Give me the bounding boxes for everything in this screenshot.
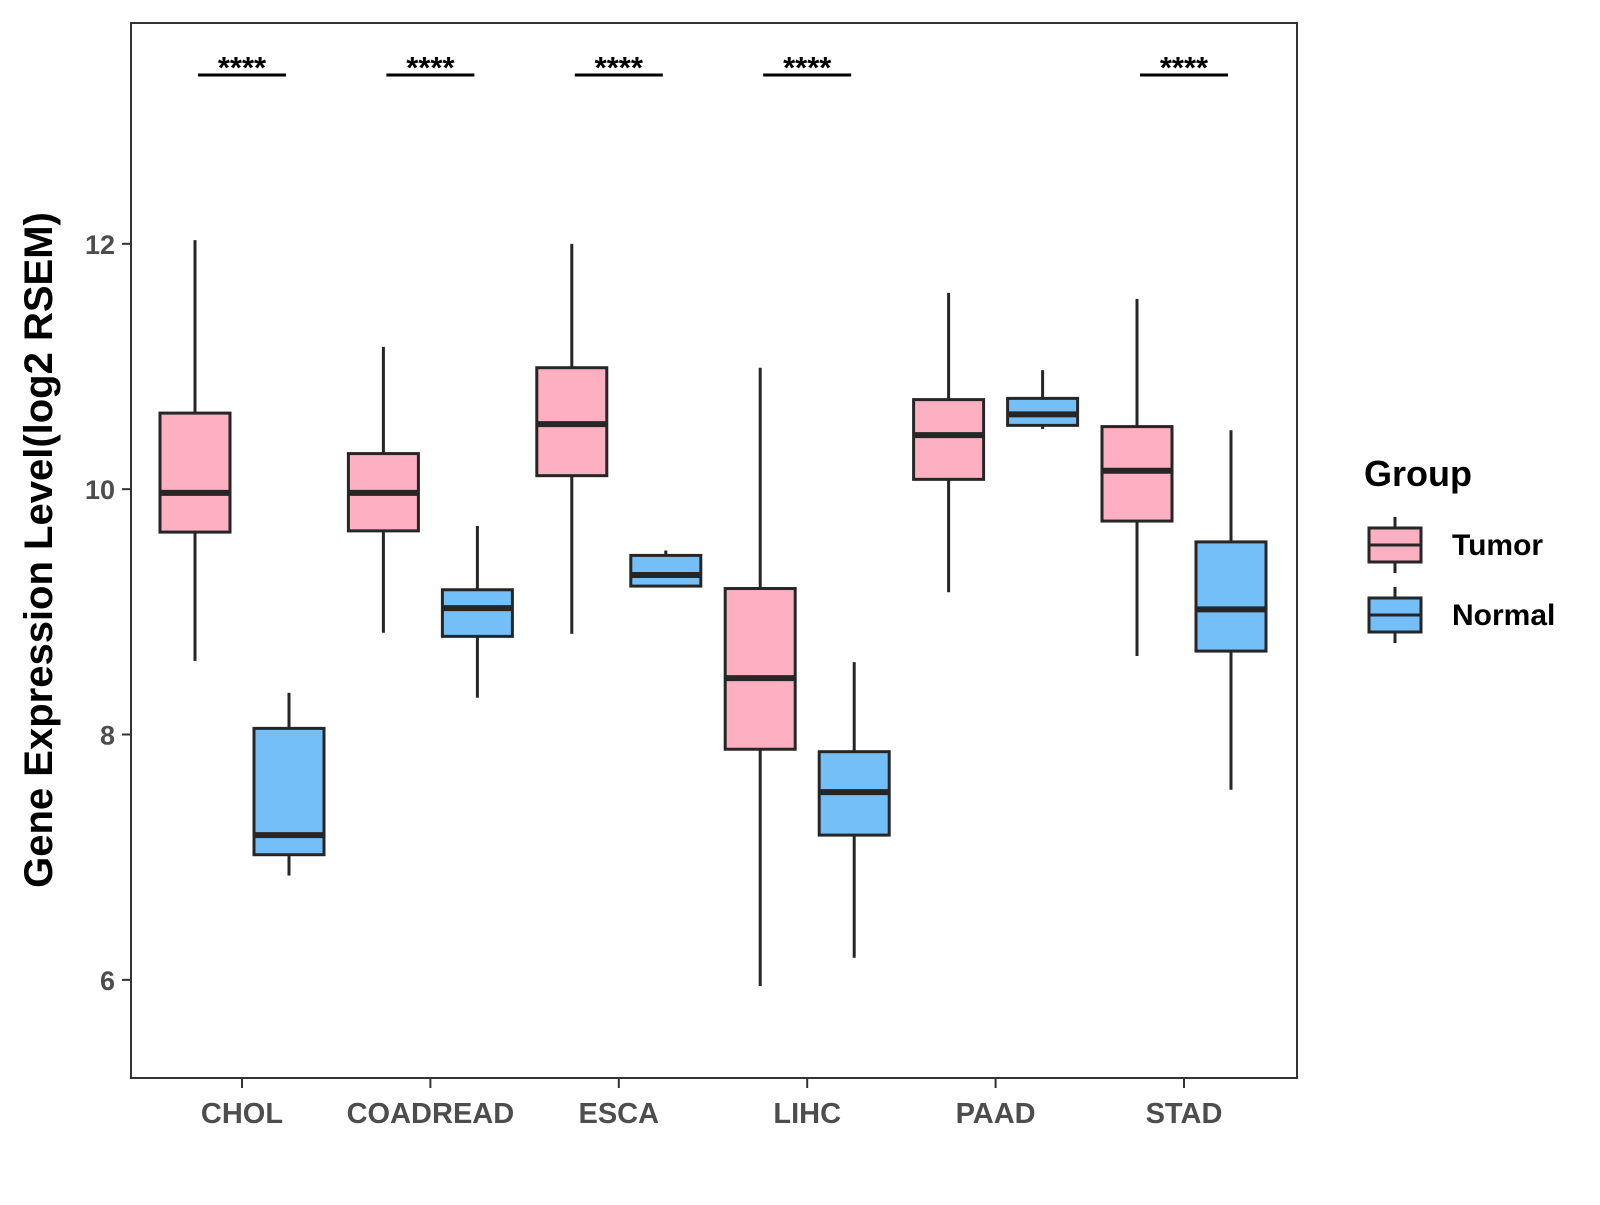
box-normal-esca [629,550,703,588]
box-tumor-coadread [346,346,420,633]
y-axis-title: Gene Expression Level(log2 RSEM) [17,212,61,888]
significance-stad: **** [1140,50,1228,85]
box-tumor-lihc [723,367,797,986]
box-body [912,398,986,481]
legend-item-tumor: Tumor [1367,517,1543,573]
y-tick-label-10: 10 [85,475,115,505]
significance-label: **** [1160,50,1209,85]
significance-label: **** [406,50,455,85]
legend-title: Group [1364,453,1472,494]
significance-label: **** [218,50,267,85]
x-axis: CHOL COADREAD ESCA LIHC PAAD STAD [201,1078,1222,1130]
y-tick-label-8: 8 [100,721,115,751]
plot-panel-border [130,22,1298,1079]
box-tumor-stad [1100,299,1174,656]
significance-esca: **** [574,50,663,85]
x-tick-label-lihc: LIHC [773,1098,841,1130]
significance-label: **** [595,50,644,85]
box-body [1100,425,1174,523]
box-body [629,553,703,588]
box-normal-coadread [440,525,514,698]
legend-item-normal: Normal [1367,587,1555,643]
x-tick-label-esca: ESCA [579,1098,660,1130]
significance-annotations: **** **** **** **** **** [198,50,1228,85]
box-body [158,411,232,534]
box-body [1194,540,1268,653]
box-tumor-chol [158,240,232,661]
x-tick-label-stad: STAD [1146,1098,1223,1130]
y-tick-label-6: 6 [100,966,115,996]
box-normal-stad [1194,430,1268,790]
legend-label-normal: Normal [1452,599,1555,632]
box-tumor-esca [535,243,609,634]
y-tick-label-12: 12 [85,230,115,260]
significance-coadread: **** [386,50,475,85]
box-normal-lihc [817,662,891,958]
x-tick-label-coadread: COADREAD [347,1098,515,1130]
legend-label-tumor: Tumor [1452,529,1543,562]
x-tick-label-paad: PAAD [956,1098,1036,1130]
significance-chol: **** [198,50,286,85]
box-body [723,587,797,751]
x-tick-label-chol: CHOL [201,1098,283,1130]
box-body [440,588,514,638]
box-tumor-paad [912,292,986,593]
box-normal-paad [1006,370,1080,430]
significance-label: **** [783,50,832,85]
legend: Group Tumor Normal [1364,453,1555,643]
y-axis: 6 8 10 12 [85,230,131,996]
box-series [158,240,1268,986]
significance-lihc: **** [763,50,852,85]
box-normal-chol [252,692,326,876]
